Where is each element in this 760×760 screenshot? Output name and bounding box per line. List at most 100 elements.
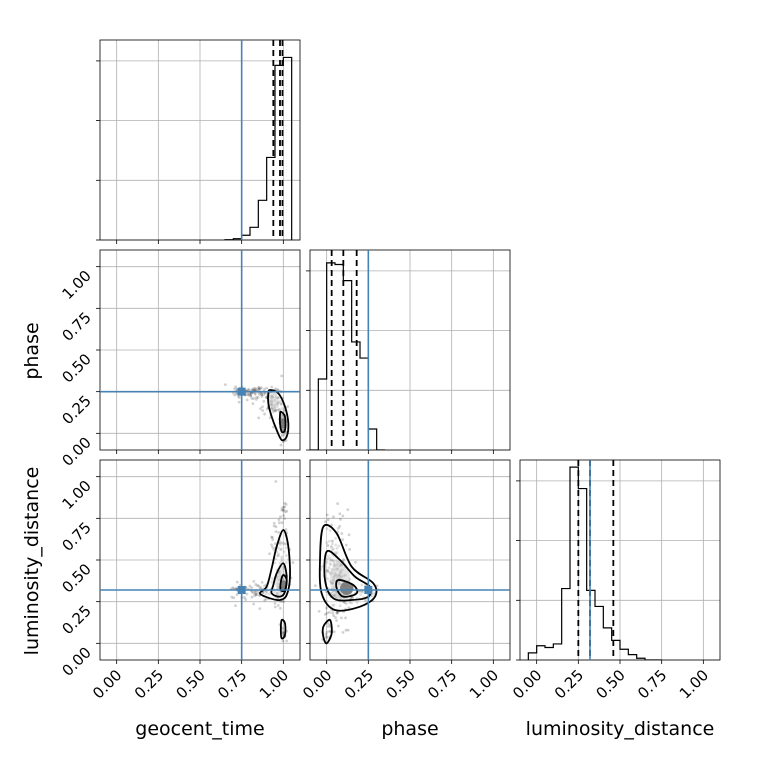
y-tick-label: 0.75 — [58, 518, 94, 554]
joint-geocent-time-phase-scatter-point — [257, 416, 261, 420]
joint-phase-luminosity-distance-scatter-point — [330, 591, 333, 595]
joint-geocent-time-phase-scatter-point — [263, 391, 267, 395]
joint-geocent-time-luminosity-distance-scatter-point — [280, 559, 284, 563]
y-tick-label: 0.00 — [58, 643, 94, 679]
joint-geocent-time-luminosity-distance-scatter-point — [258, 607, 262, 611]
joint-phase-luminosity-distance-scatter-point — [330, 581, 333, 585]
joint-phase-luminosity-distance-scatter-point — [325, 569, 328, 573]
y-axis-label-luminosity-distance: luminosity_distance — [21, 467, 43, 656]
joint-geocent-time-luminosity-distance-scatter-point — [283, 501, 287, 505]
joint-phase-luminosity-distance-scatter-point — [334, 536, 337, 540]
joint-phase-luminosity-distance-scatter-point — [361, 590, 364, 594]
joint-geocent-time-phase-scatter-point — [257, 387, 261, 391]
joint-phase-luminosity-distance-scatter-point — [346, 508, 350, 512]
joint-geocent-time-phase-scatter-point — [270, 395, 274, 399]
joint-geocent-time-phase-scatter-point — [270, 406, 274, 410]
joint-geocent-time-luminosity-distance-scatter-point — [280, 541, 283, 544]
joint-phase-luminosity-distance-scatter-point — [338, 573, 341, 576]
joint-geocent-time-luminosity-distance-scatter-point — [257, 584, 261, 588]
joint-phase-luminosity-distance-scatter-point — [325, 635, 329, 639]
y-tick-label: 0.25 — [58, 602, 94, 638]
joint-geocent-time-luminosity-distance-scatter-point — [276, 582, 280, 586]
joint-geocent-time-phase-scatter-point — [277, 401, 280, 405]
joint-geocent-time-phase-scatter-point — [247, 387, 251, 391]
joint-phase-luminosity-distance-scatter-point — [335, 551, 339, 555]
joint-phase-luminosity-distance-scatter-point — [344, 602, 348, 606]
joint-geocent-time-luminosity-distance-scatter-point — [271, 545, 274, 549]
joint-geocent-time-luminosity-distance-scatter-point — [280, 555, 284, 559]
x-tick-label: 0.50 — [382, 666, 418, 702]
joint-geocent-time-luminosity-distance-scatter-point — [232, 596, 236, 600]
joint-phase-luminosity-distance-scatter-point — [342, 558, 345, 562]
joint-phase-luminosity-distance-scatter-point — [336, 502, 340, 505]
x-tick-label: 0.25 — [131, 666, 167, 702]
joint-phase-luminosity-distance-scatter-point — [359, 593, 362, 596]
joint-geocent-time-luminosity-distance-scatter-point — [263, 598, 266, 602]
joint-phase-luminosity-distance-scatter-point — [335, 546, 339, 550]
x-tick-label: 1.00 — [466, 666, 502, 702]
joint-geocent-time-luminosity-distance-scatter-point — [252, 579, 256, 583]
joint-phase-luminosity-distance-scatter-point — [326, 543, 330, 547]
joint-phase-luminosity-distance-scatter-point — [335, 573, 339, 577]
x-tick-label: 0.00 — [299, 666, 335, 702]
joint-geocent-time-phase-scatter-point — [259, 407, 262, 411]
joint-phase-luminosity-distance-scatter-point — [326, 577, 330, 581]
joint-phase-luminosity-distance-scatter-point — [344, 573, 347, 577]
joint-phase-luminosity-distance-scatter-point — [326, 544, 330, 548]
joint-geocent-time-phase-scatter-point — [275, 402, 279, 406]
joint-geocent-time-luminosity-distance-scatter-point — [280, 508, 284, 512]
joint-geocent-time-phase-scatter-point — [271, 393, 274, 397]
joint-geocent-time-luminosity-distance-scatter-point — [230, 595, 234, 599]
joint-geocent-time-luminosity-distance-scatter-point — [283, 510, 287, 514]
y-tick-label: 1.00 — [58, 267, 94, 303]
joint-phase-luminosity-distance-scatter-point — [332, 564, 336, 567]
joint-geocent-time-luminosity-distance-scatter-point — [261, 591, 265, 595]
joint-phase-luminosity-distance-scatter-point — [338, 604, 342, 608]
joint-geocent-time-phase-scatter-point — [274, 408, 278, 412]
x-axis-label-geocent-time: geocent_time — [135, 718, 264, 740]
joint-phase-luminosity-distance-scatter-point — [344, 543, 348, 547]
joint-phase-luminosity-distance-scatter-point — [328, 629, 331, 633]
joint-phase-luminosity-distance-scatter-point — [331, 581, 335, 585]
joint-geocent-time-phase-scatter-point — [273, 406, 276, 409]
joint-phase-luminosity-distance-scatter-point — [329, 546, 333, 549]
joint-geocent-time-phase-scatter-point — [276, 408, 280, 412]
joint-geocent-time-luminosity-distance-scatter-point — [284, 528, 288, 531]
joint-phase-luminosity-distance-scatter-point — [364, 599, 368, 602]
joint-geocent-time-luminosity-distance-scatter-point — [282, 505, 286, 509]
joint-geocent-time-luminosity-distance-scatter-point — [281, 639, 285, 643]
joint-phase-luminosity-distance-scatter-point — [338, 582, 342, 586]
joint-geocent-time-luminosity-distance-scatter-point — [272, 547, 276, 551]
joint-geocent-time-phase-scatter-point — [231, 391, 235, 395]
joint-phase-luminosity-distance-scatter-point — [335, 596, 339, 600]
joint-geocent-time-luminosity-distance-scatter-point — [279, 541, 282, 545]
joint-phase-luminosity-distance-density-blob — [340, 581, 354, 595]
joint-phase-luminosity-distance-scatter-point — [333, 568, 336, 571]
joint-geocent-time-luminosity-distance-scatter-point — [291, 561, 295, 564]
joint-geocent-time-phase-content — [100, 250, 300, 450]
joint-geocent-time-luminosity-distance-density-blob — [280, 580, 287, 590]
joint-phase-luminosity-distance-scatter-point — [371, 594, 374, 598]
joint-geocent-time-luminosity-distance-scatter-point — [267, 592, 271, 596]
joint-phase-luminosity-distance-scatter-point — [331, 559, 335, 562]
joint-phase-luminosity-distance-scatter-point — [326, 625, 330, 628]
x-tick-label: 0.00 — [89, 666, 125, 702]
joint-phase-luminosity-distance-scatter-point — [354, 560, 357, 564]
joint-phase-luminosity-distance-scatter-point — [337, 582, 341, 586]
joint-phase-luminosity-distance-scatter-point — [342, 558, 346, 562]
joint-geocent-time-luminosity-distance-scatter-point — [275, 591, 279, 595]
joint-geocent-time-luminosity-distance-scatter-point — [284, 502, 288, 506]
joint-phase-luminosity-distance-scatter-point — [340, 574, 343, 578]
joint-phase-luminosity-distance-scatter-point — [331, 542, 334, 546]
joint-phase-luminosity-distance-scatter-point — [331, 539, 335, 543]
joint-phase-luminosity-distance-scatter-point — [327, 539, 331, 543]
joint-geocent-time-luminosity-distance-scatter-point — [272, 521, 276, 525]
joint-phase-luminosity-distance-scatter-point — [334, 573, 338, 577]
joint-phase-luminosity-distance-scatter-point — [338, 512, 342, 516]
joint-geocent-time-luminosity-distance-scatter-point — [277, 546, 280, 550]
joint-phase-luminosity-distance-scatter-point — [332, 630, 336, 634]
joint-geocent-time-luminosity-distance-scatter-point — [265, 590, 269, 594]
joint-geocent-time-luminosity-distance-scatter-point — [253, 594, 256, 598]
x-axis-label-luminosity-distance: luminosity_distance — [526, 718, 715, 740]
joint-phase-luminosity-distance-scatter-point — [329, 572, 332, 576]
